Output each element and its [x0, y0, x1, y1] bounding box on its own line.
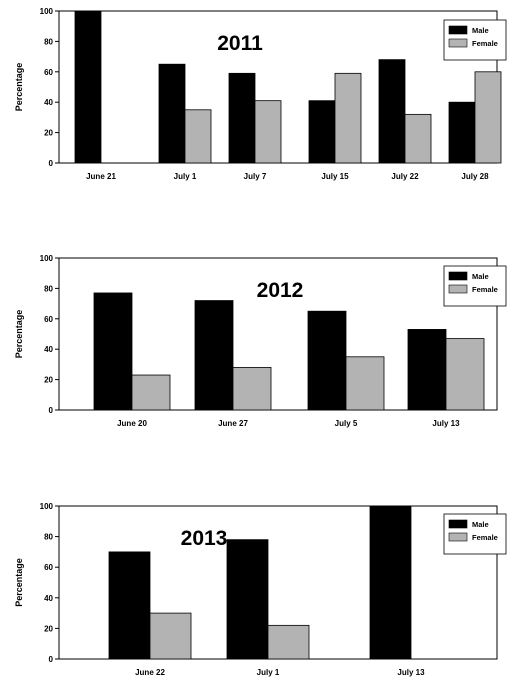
x-tick-label: July 7	[244, 172, 267, 181]
x-tick-label: June 22	[135, 668, 165, 677]
legend-swatch-female	[448, 532, 468, 542]
bar-female	[149, 612, 192, 660]
y-tick-label: 0	[49, 159, 54, 168]
bar-male	[108, 551, 151, 660]
y-tick-label: 60	[44, 315, 53, 324]
y-axis-label: Percentage	[14, 310, 24, 359]
y-tick-label: 20	[44, 624, 53, 633]
x-tick-label: July 15	[321, 172, 349, 181]
x-tick-label: July 1	[257, 668, 280, 677]
y-tick-label: 0	[49, 655, 54, 664]
legend-label-male: Male	[472, 26, 489, 35]
x-tick-label: July 28	[461, 172, 489, 181]
bar-male	[378, 59, 406, 164]
x-tick-label: July 22	[391, 172, 419, 181]
y-tick-label: 40	[44, 345, 53, 354]
y-tick-label: 40	[44, 98, 53, 107]
legend-label-female: Female	[472, 533, 498, 542]
bar-female	[267, 624, 310, 660]
bar-female	[232, 367, 272, 411]
bar-male	[308, 100, 336, 164]
y-tick-label: 100	[40, 7, 54, 16]
x-tick-label: July 13	[397, 668, 425, 677]
y-tick-label: 80	[44, 533, 53, 542]
bar-female	[254, 100, 282, 164]
y-tick-label: 100	[40, 502, 54, 511]
bar-female	[404, 113, 432, 164]
bar-male	[369, 505, 412, 660]
bar-male	[74, 10, 102, 164]
x-tick-label: July 1	[174, 172, 197, 181]
bar-male	[407, 329, 447, 411]
y-tick-label: 60	[44, 68, 53, 77]
bar-male	[228, 72, 256, 164]
y-tick-label: 0	[49, 406, 54, 415]
legend-label-female: Female	[472, 285, 498, 294]
legend-label-male: Male	[472, 272, 489, 281]
bar-female	[131, 374, 171, 411]
x-tick-label: June 27	[218, 419, 248, 428]
chart-title: 2013	[181, 527, 228, 550]
x-tick-label: July 5	[335, 419, 358, 428]
legend-swatch-female	[448, 38, 468, 48]
bar-female	[445, 338, 485, 411]
chart-title: 2011	[217, 32, 263, 55]
y-tick-label: 80	[44, 37, 53, 46]
y-tick-label: 100	[40, 254, 54, 263]
bar-female	[474, 71, 502, 164]
bar-male	[307, 310, 347, 411]
legend-swatch-male	[448, 271, 468, 281]
legend-swatch-male	[448, 519, 468, 529]
y-axis-label: Percentage	[14, 63, 24, 112]
legend-swatch-female	[448, 284, 468, 294]
bar-female	[184, 109, 212, 164]
bar-female	[334, 72, 362, 164]
chart-title: 2012	[257, 279, 304, 302]
bar-female	[345, 356, 385, 411]
y-tick-label: 20	[44, 129, 53, 138]
bar-male	[93, 292, 133, 411]
y-tick-label: 80	[44, 284, 53, 293]
x-tick-label: June 20	[117, 419, 147, 428]
y-tick-label: 60	[44, 563, 53, 572]
legend-label-male: Male	[472, 520, 489, 529]
x-tick-label: June 21	[86, 172, 116, 181]
y-tick-label: 20	[44, 376, 53, 385]
bar-male	[158, 63, 186, 164]
y-tick-label: 40	[44, 594, 53, 603]
bar-male	[448, 101, 476, 164]
bar-male	[226, 539, 269, 660]
plot-frame-1	[58, 257, 498, 411]
legend-label-female: Female	[472, 39, 498, 48]
y-axis-label: Percentage	[14, 558, 24, 607]
x-tick-label: July 13	[432, 419, 460, 428]
legend-swatch-male	[448, 25, 468, 35]
bar-male	[194, 300, 234, 411]
